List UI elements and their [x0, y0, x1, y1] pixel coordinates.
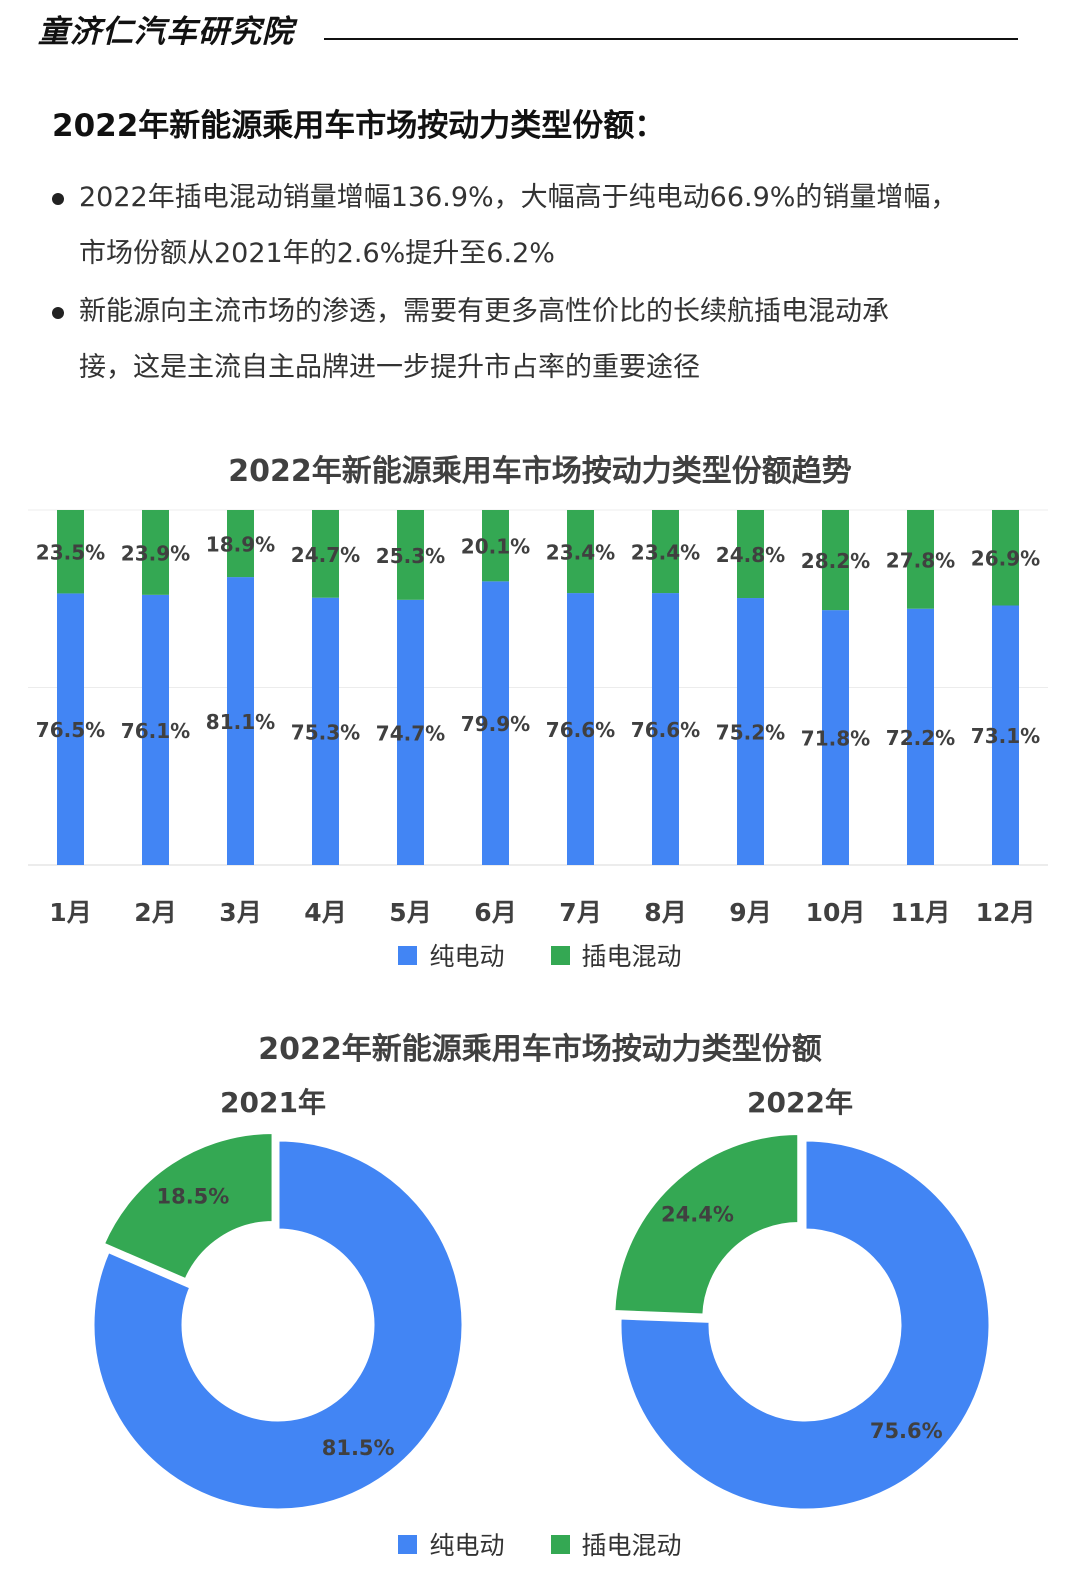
legend-item-bev: 纯电动 [398, 1526, 505, 1562]
donut-charts: 2021年 81.5% 18.5% 2022年 75.6% 24.4% [91, 1086, 992, 1512]
x-tick-label: 11月 [891, 898, 951, 927]
bar-phev [482, 510, 509, 582]
donut-subtitle: 2021年 [220, 1086, 326, 1119]
bar-bev [397, 599, 424, 865]
x-tick-label: 8月 [644, 898, 686, 927]
bar-chart: 76.5% 23.5% 1月 76.1% 23.9% 2月 81.1% 18.9% 3月 75.3… [28, 509, 1048, 927]
donut-slice-phev [101, 1130, 275, 1282]
bar-bev [227, 577, 254, 865]
x-tick-label: 12月 [976, 898, 1036, 927]
bar-phev [737, 510, 764, 599]
bar-bev [907, 608, 934, 865]
data-label-bev: 81.1% [206, 710, 275, 734]
data-label-bev: 75.2% [716, 721, 785, 745]
bar-chart-title: 2022年新能源乘用车市场按动力类型份额趋势 [228, 454, 852, 489]
data-label-bev: 76.1% [121, 719, 190, 743]
bar-phev [567, 510, 594, 594]
brand-title: 童济仁汽车研究院 [38, 14, 294, 50]
donut-label-bev: 75.6% [870, 1419, 943, 1443]
data-label-bev: 79.9% [461, 712, 530, 736]
data-label-bev: 76.6% [631, 718, 700, 742]
bar-phev [57, 510, 84, 594]
legend-swatch-bev [398, 1534, 418, 1554]
legend-label-phev: 插电混动 [581, 1531, 682, 1560]
data-label-phev: 20.1% [461, 535, 530, 559]
x-tick-label: 5月 [389, 898, 431, 927]
bar-phev [142, 510, 169, 595]
donut-slice-bev [91, 1138, 465, 1512]
bullet-line: 市场份额从2021年的2.6%提升至6.2% [79, 238, 555, 269]
bar-phev [397, 510, 424, 600]
data-label-bev: 76.6% [546, 718, 615, 742]
bar-bev [142, 594, 169, 865]
bar-phev [652, 510, 679, 594]
donut-subtitle: 2022年 [747, 1086, 853, 1119]
legend-item-phev: 插电混动 [550, 1526, 682, 1562]
data-label-bev: 76.5% [36, 718, 105, 742]
x-tick-label: 4月 [304, 898, 346, 927]
data-label-phev: 27.8% [886, 548, 955, 572]
data-label-phev: 25.3% [376, 544, 445, 568]
data-label-phev: 18.9% [206, 533, 275, 557]
bullet-item: 2022年插电混动销量增幅136.9%，大幅高于纯电动66.9%的销量增幅， 市… [52, 170, 1042, 282]
legend-label-bev: 纯电动 [429, 1531, 505, 1560]
bullet-item: 新能源向主流市场的渗透，需要有更多高性价比的长续航插电混动承 接，这是主流自主品… [52, 284, 1042, 396]
bar-bev [312, 597, 339, 865]
data-label-phev: 23.9% [121, 541, 190, 565]
data-label-phev: 24.7% [291, 543, 360, 567]
bullet-line: 2022年插电混动销量增幅136.9%，大幅高于纯电动66.9%的销量增幅， [79, 182, 958, 213]
x-tick-label: 2月 [134, 898, 176, 927]
data-label-phev: 26.9% [971, 547, 1040, 571]
x-tick-label: 9月 [729, 898, 771, 927]
bar-phev [822, 510, 849, 611]
bar-phev [992, 510, 1019, 606]
x-tick-label: 10月 [806, 898, 866, 927]
bullet-line: 接，这是主流自主品牌进一步提升市占率的重要途径 [79, 352, 700, 383]
bar-bev [737, 598, 764, 865]
data-label-bev: 73.1% [971, 724, 1040, 748]
donut-slice-phev [612, 1132, 801, 1317]
data-label-bev: 74.7% [376, 721, 445, 745]
legend-label-bev: 纯电动 [429, 942, 505, 971]
bar-phev [227, 510, 254, 578]
data-label-phev: 28.2% [801, 549, 870, 573]
pie-chart-legend: 纯电动 插电混动 [0, 1526, 1080, 1562]
donut-label-bev: 81.5% [322, 1436, 395, 1460]
data-label-phev: 23.5% [36, 541, 105, 565]
section-heading: 2022年新能源乘用车市场按动力类型份额： [52, 108, 666, 144]
legend-label-phev: 插电混动 [581, 942, 682, 971]
pie-chart-title: 2022年新能源乘用车市场按动力类型份额 [258, 1032, 822, 1067]
bar-bev [57, 593, 84, 865]
x-tick-label: 3月 [219, 898, 261, 927]
x-tick-label: 1月 [49, 898, 91, 927]
bar-phev [312, 510, 339, 598]
legend-swatch-phev [550, 1534, 570, 1554]
x-tick-label: 7月 [559, 898, 601, 927]
data-label-bev: 71.8% [801, 727, 870, 751]
bar-chart-legend: 纯电动 插电混动 [0, 937, 1080, 973]
donut-label-phev: 24.4% [661, 1202, 734, 1226]
bar-bev [652, 593, 679, 865]
bar-phev [907, 510, 934, 609]
donut-slice-bev [618, 1138, 992, 1512]
legend-swatch-phev [550, 945, 570, 965]
data-label-phev: 23.4% [631, 541, 700, 565]
donut-label-phev: 18.5% [156, 1184, 229, 1208]
legend-item-bev: 纯电动 [398, 937, 505, 973]
data-label-bev: 72.2% [886, 726, 955, 750]
legend-swatch-bev [398, 945, 418, 965]
bar-bev [482, 581, 509, 865]
bar-bev [992, 605, 1019, 865]
bullet-dot [52, 307, 64, 319]
x-tick-label: 6月 [474, 898, 516, 927]
data-label-bev: 75.3% [291, 720, 360, 744]
data-label-phev: 23.4% [546, 541, 615, 565]
bullet-dot [52, 193, 64, 205]
legend-item-phev: 插电混动 [550, 937, 682, 973]
bar-bev [567, 593, 594, 865]
brand-underline [324, 38, 1018, 40]
bar-bev [822, 610, 849, 865]
data-label-phev: 24.8% [716, 543, 785, 567]
bullet-line: 新能源向主流市场的渗透，需要有更多高性价比的长续航插电混动承 [79, 296, 889, 327]
